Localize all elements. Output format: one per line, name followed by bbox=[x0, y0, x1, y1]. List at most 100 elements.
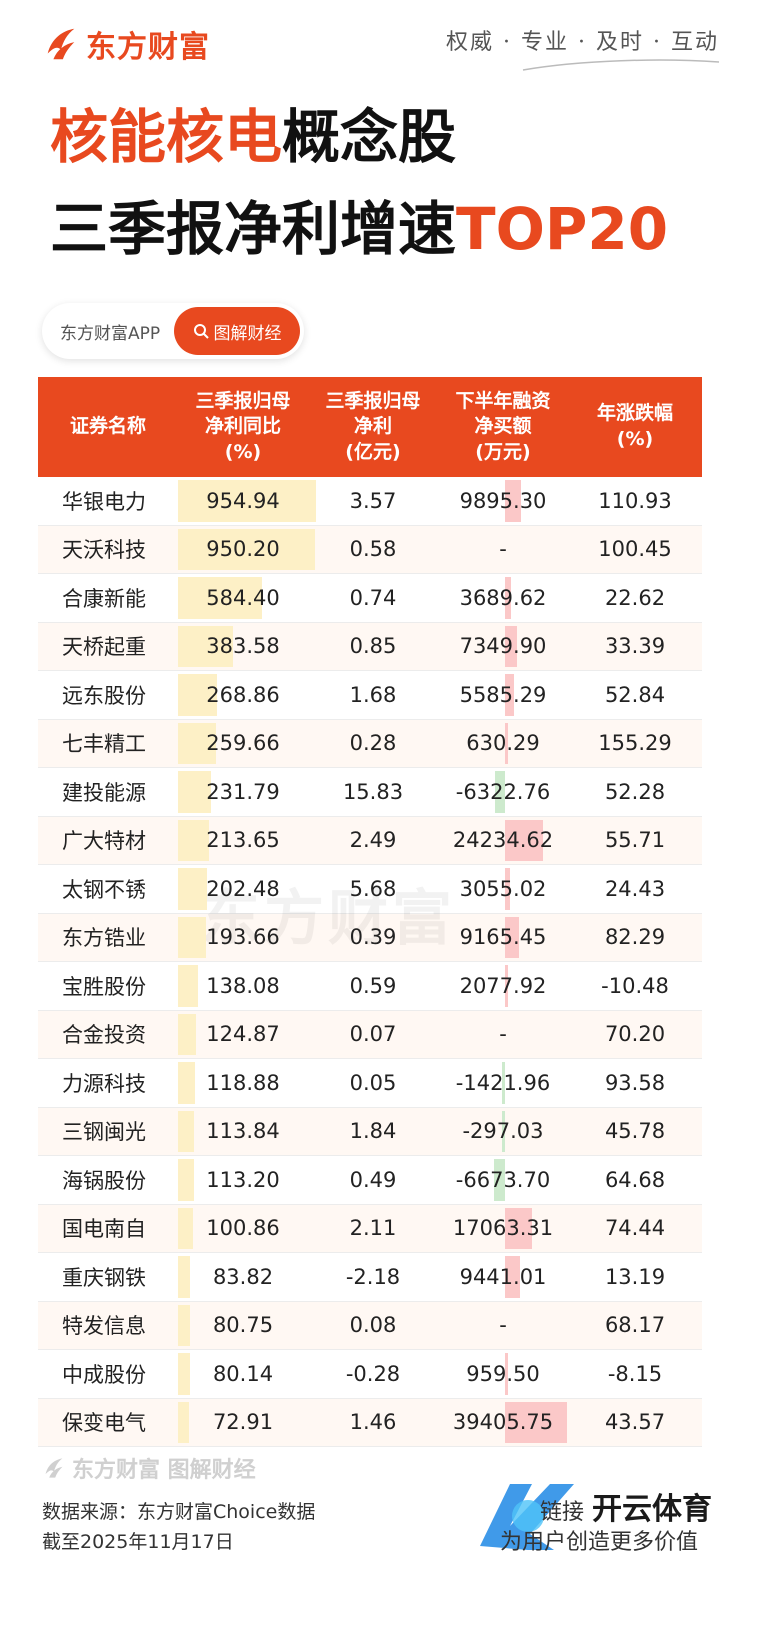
cell-yoy-text: 584.40 bbox=[206, 585, 280, 610]
cell-profit: 15.83 bbox=[308, 768, 438, 816]
cell-margin-text: - bbox=[499, 1313, 507, 1338]
yoy-bar bbox=[178, 722, 216, 764]
cell-margin: 9441.01 bbox=[438, 1253, 568, 1301]
yoy-bar bbox=[178, 528, 316, 570]
cell-margin: - bbox=[438, 1302, 568, 1350]
yoy-bar bbox=[178, 674, 217, 716]
cell-profit-text: 0.05 bbox=[349, 1070, 397, 1095]
cell-change-text: 64.68 bbox=[604, 1167, 666, 1192]
yoy-bar bbox=[178, 1159, 195, 1201]
cell-name-text: 国电南自 bbox=[62, 1217, 146, 1242]
table-row: 宝胜股份 138.08 0.59 2077.92 -10.48 bbox=[38, 962, 702, 1011]
page-title-line1: 核能核电概念股 bbox=[50, 108, 456, 166]
overlay-text-slogan: 为用户创造更多价值 bbox=[500, 1530, 699, 1555]
cell-change: 155.29 bbox=[568, 720, 702, 768]
overlay-logo bbox=[480, 1484, 574, 1550]
cell-change: 74.44 bbox=[568, 1205, 702, 1253]
cell-change: -8.15 bbox=[568, 1350, 702, 1398]
cell-profit: 2.11 bbox=[308, 1205, 438, 1253]
cell-margin-text: -297.03 bbox=[462, 1119, 544, 1144]
cell-name: 广大特材 bbox=[38, 817, 178, 865]
cell-change-text: 22.62 bbox=[604, 585, 666, 610]
table-row: 三钢闽光 113.84 1.84 -297.03 45.78 bbox=[38, 1107, 702, 1156]
cell-change-text: 33.39 bbox=[604, 634, 666, 659]
cell-yoy: 118.88 bbox=[178, 1059, 308, 1107]
yoy-bar bbox=[178, 1110, 195, 1152]
cell-change: 55.71 bbox=[568, 817, 702, 865]
cell-profit-text: 1.84 bbox=[349, 1119, 397, 1144]
cell-change-text: 155.29 bbox=[598, 731, 672, 756]
overlay-text-link: 链接 bbox=[540, 1500, 585, 1525]
cell-name: 宝胜股份 bbox=[38, 962, 178, 1010]
cell-profit: 0.07 bbox=[308, 1011, 438, 1059]
data-source: 数据来源：东方财富Choice数据 bbox=[42, 1501, 316, 1523]
title-main: 三季报净利增速 bbox=[50, 195, 457, 263]
yoy-bar bbox=[178, 868, 208, 910]
yoy-bar bbox=[178, 1256, 191, 1298]
cell-name: 中成股份 bbox=[38, 1350, 178, 1398]
cell-change: 68.17 bbox=[568, 1302, 702, 1350]
header-yoy: 三季报归母 净利同比 (%) bbox=[195, 389, 291, 463]
cell-profit-text: 0.85 bbox=[349, 634, 397, 659]
cell-name-text: 力源科技 bbox=[62, 1071, 146, 1096]
cell-name-text: 七丰精工 bbox=[62, 732, 146, 757]
cell-margin: 630.29 bbox=[438, 720, 568, 768]
cell-name: 天沃科技 bbox=[38, 526, 178, 574]
cell-yoy: 584.40 bbox=[178, 574, 308, 622]
yoy-bar bbox=[178, 1353, 190, 1395]
margin-bar bbox=[505, 480, 521, 522]
cell-yoy: 259.66 bbox=[178, 720, 308, 768]
cell-name: 合康新能 bbox=[38, 574, 178, 622]
header-name: 证券名称 bbox=[69, 415, 146, 438]
table-row: 海锅股份 113.20 0.49 -6673.70 64.68 bbox=[38, 1156, 702, 1205]
cell-margin-text: 630.29 bbox=[466, 731, 540, 756]
cell-name-text: 天沃科技 bbox=[62, 538, 146, 563]
cell-change: 70.20 bbox=[568, 1011, 702, 1059]
watermark: 东方财富 bbox=[200, 884, 456, 954]
margin-bar bbox=[502, 1110, 505, 1152]
pill-search-button[interactable]: 图解财经 bbox=[174, 307, 300, 355]
cell-yoy: 72.91 bbox=[178, 1399, 308, 1447]
cell-change-text: 70.20 bbox=[604, 1022, 666, 1047]
cell-change: 110.93 bbox=[568, 477, 702, 525]
title-highlight: 核能核电 bbox=[50, 103, 283, 171]
cell-name: 国电南自 bbox=[38, 1205, 178, 1253]
app-pill[interactable]: 东方财富APP 图解财经 bbox=[42, 303, 304, 359]
cell-change-text: 93.58 bbox=[604, 1070, 666, 1095]
title-rest: 概念股 bbox=[282, 103, 457, 171]
margin-bar bbox=[505, 819, 544, 861]
cell-yoy-text: 83.82 bbox=[212, 1264, 274, 1289]
slogan: 权威 · 专业 · 及时 · 互动 bbox=[446, 30, 719, 55]
cell-profit: 0.74 bbox=[308, 574, 438, 622]
cell-yoy-text: 80.75 bbox=[212, 1313, 274, 1338]
cell-name: 重庆钢铁 bbox=[38, 1253, 178, 1301]
cell-margin-text: 3055.02 bbox=[459, 876, 547, 901]
cell-change: 22.62 bbox=[568, 574, 702, 622]
cell-yoy: 950.20 bbox=[178, 526, 316, 574]
yoy-bar bbox=[178, 1013, 197, 1055]
cell-profit-text: 0.39 bbox=[349, 925, 397, 950]
cell-margin: 9165.45 bbox=[438, 914, 568, 962]
cell-yoy-text: 231.79 bbox=[206, 779, 280, 804]
cell-margin-text: 959.50 bbox=[466, 1361, 540, 1386]
eastmoney-flame-icon bbox=[45, 1458, 63, 1478]
table-row: 合金投资 124.87 0.07 - 70.20 bbox=[38, 1010, 702, 1059]
cell-yoy: 954.94 bbox=[178, 477, 316, 525]
cell-name-text: 保变电气 bbox=[62, 1411, 146, 1436]
cell-name-text: 中成股份 bbox=[62, 1362, 146, 1387]
cell-change-text: 24.43 bbox=[604, 876, 666, 901]
yoy-bar bbox=[178, 1401, 189, 1443]
cell-profit: 3.57 bbox=[308, 477, 438, 525]
cell-margin-text: 39405.75 bbox=[452, 1410, 554, 1435]
cell-yoy-text: 100.86 bbox=[206, 1216, 280, 1241]
cell-profit-text: 1.46 bbox=[349, 1410, 397, 1435]
yoy-bar bbox=[178, 1207, 193, 1249]
cell-margin: 7349.90 bbox=[438, 623, 568, 671]
cell-yoy-text: 202.48 bbox=[206, 876, 280, 901]
cell-margin: -6673.70 bbox=[438, 1156, 568, 1204]
cell-change-text: -8.15 bbox=[607, 1361, 663, 1386]
cell-name-text: 远东股份 bbox=[62, 683, 146, 708]
cell-change-text: 43.57 bbox=[604, 1410, 666, 1435]
cell-margin-text: 7349.90 bbox=[459, 634, 547, 659]
cell-yoy: 383.58 bbox=[178, 623, 308, 671]
